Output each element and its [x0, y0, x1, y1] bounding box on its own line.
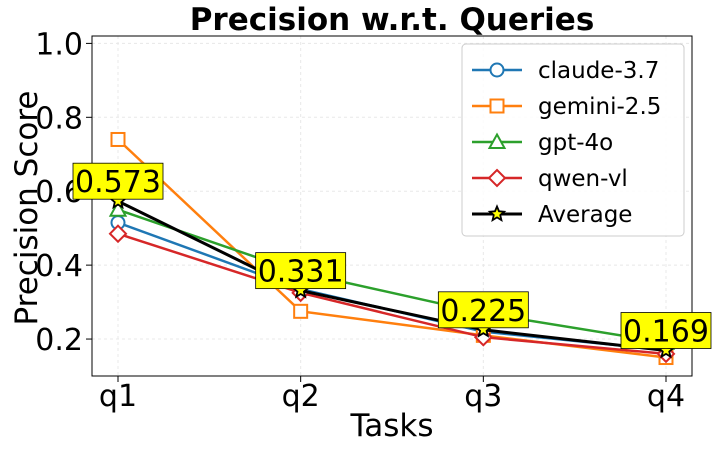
annotation-box: [620, 312, 712, 349]
legend-label: gpt-4o: [538, 130, 613, 156]
data-point: [293, 303, 309, 319]
legend-marker: [489, 98, 505, 114]
x-tick-label: q4: [647, 379, 685, 414]
y-axis-ticks: 0.20.40.60.81.0: [35, 27, 92, 358]
data-point: [108, 224, 128, 244]
legend-marker: [487, 204, 507, 222]
x-tick-label: q3: [464, 379, 502, 414]
y-tick-label: 0.4: [35, 249, 83, 284]
y-axis-label: Precision Score: [9, 91, 45, 326]
x-axis-label: Tasks: [349, 408, 433, 444]
annotation-label: 0.331: [258, 255, 344, 290]
chart-title: Precision w.r.t. Queries: [190, 2, 595, 38]
legend-entry: claude-3.7: [472, 58, 659, 84]
annotation-box: [255, 252, 347, 290]
legend-marker: [489, 62, 505, 78]
annotation-label: 0.169: [623, 315, 709, 350]
annotation-box: [72, 162, 164, 200]
x-axis-ticks: q1 q2 q3 q4: [99, 376, 685, 414]
annotation-label: 0.225: [440, 294, 526, 329]
legend-entry: gemini-2.5: [472, 94, 661, 120]
average-annotations: 0.573 0.331 0.225 0.169: [72, 162, 712, 350]
series-line: [117, 208, 667, 344]
y-tick-label: 1.0: [35, 27, 83, 62]
data-point: [108, 200, 128, 217]
legend-entry: gpt-4o: [472, 130, 613, 156]
x-tick-label: q1: [99, 379, 137, 414]
plot-area: [91, 35, 693, 377]
series-line: [117, 232, 667, 356]
annotation-label: 0.573: [75, 165, 161, 200]
legend-label: qwen-vl: [538, 166, 628, 192]
y-tick-label: 0.2: [35, 323, 83, 358]
legend-box: [461, 43, 685, 237]
x-tick-label: q2: [282, 379, 320, 414]
legend: claude-3.7 gemini-2.5 gpt-4o qwen-vl Average: [461, 43, 685, 237]
legend-entry: Average: [472, 202, 632, 228]
data-point: [110, 131, 126, 147]
legend-label: gemini-2.5: [538, 94, 661, 120]
legend-entry: qwen-vl: [472, 166, 628, 192]
legend-label: Average: [538, 202, 632, 228]
y-tick-label: 0.8: [35, 101, 83, 136]
legend-marker: [487, 132, 507, 149]
annotation-box: [437, 291, 529, 329]
legend-label: claude-3.7: [538, 58, 659, 84]
legend-marker: [487, 168, 507, 188]
series-line: [117, 199, 667, 352]
